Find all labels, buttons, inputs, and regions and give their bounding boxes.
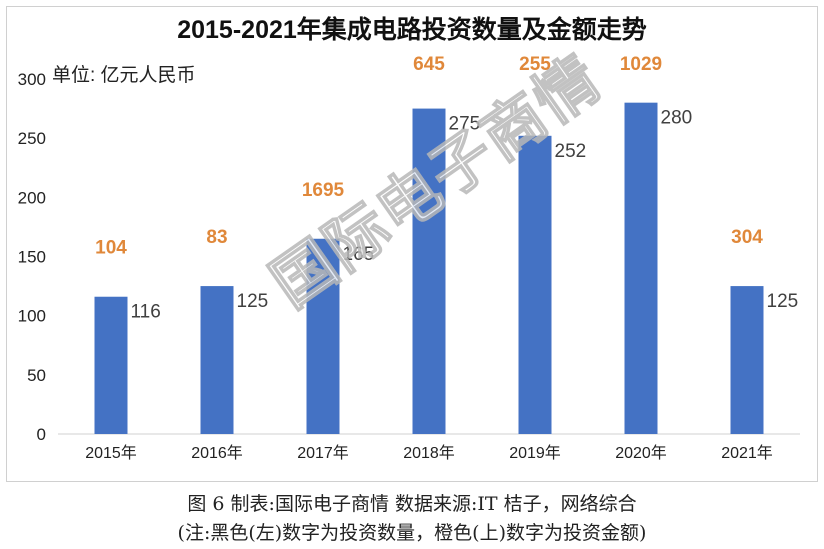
amount-label: 1029 [620, 54, 662, 75]
bar-value-label: 125 [767, 291, 799, 312]
bar-value-label: 165 [343, 244, 375, 265]
y-tick-label: 300 [18, 70, 46, 89]
bar-value-label: 252 [555, 141, 587, 162]
bar [518, 135, 552, 435]
x-tick-label: 2020年 [615, 444, 667, 462]
x-tick-label: 2017年 [297, 444, 349, 462]
amount-label: 1695 [302, 180, 345, 201]
bar [624, 102, 658, 435]
bar [730, 286, 764, 434]
bar-value-label: 116 [131, 302, 161, 323]
amount-label: 304 [731, 227, 763, 248]
unit-label: 单位: 亿元人民币 [52, 65, 196, 86]
y-tick-label: 150 [18, 248, 46, 267]
y-tick-label: 50 [27, 366, 46, 385]
y-tick-label: 0 [37, 425, 46, 444]
bar-chart: 0 50 100 150 200 250 300 116 104 2015年 125 83 2016年 1… [18, 54, 800, 462]
figure-note: (注:黑色(左)数字为投资数量，橙色(上)数字为投资金额) [177, 522, 647, 544]
x-tick-label: 2015年 [85, 444, 137, 462]
bar-value-label: 280 [661, 108, 693, 129]
x-tick-label: 2018年 [403, 444, 455, 462]
amount-label: 83 [206, 227, 227, 248]
y-tick-label: 250 [18, 129, 46, 148]
amount-label: 255 [519, 54, 551, 75]
bar [200, 286, 234, 434]
x-tick-label: 2021年 [721, 444, 773, 462]
bar [94, 296, 128, 434]
amount-label: 645 [413, 54, 445, 75]
amount-label: 104 [95, 238, 127, 259]
bar-value-label: 275 [449, 114, 481, 135]
x-tick-label: 2016年 [191, 444, 243, 462]
chart-frame [6, 6, 818, 482]
bar [306, 238, 340, 434]
bar [412, 108, 446, 434]
y-tick-label: 200 [18, 188, 46, 207]
figure-caption: 图 6 制表:国际电子商情 数据来源:IT 桔子，网络综合 [187, 493, 637, 515]
bar-value-label: 125 [237, 291, 269, 312]
y-tick-label: 100 [18, 307, 46, 326]
chart-title: 2015-2021年集成电路投资数量及金额走势 [177, 16, 647, 44]
x-tick-label: 2019年 [509, 444, 561, 462]
